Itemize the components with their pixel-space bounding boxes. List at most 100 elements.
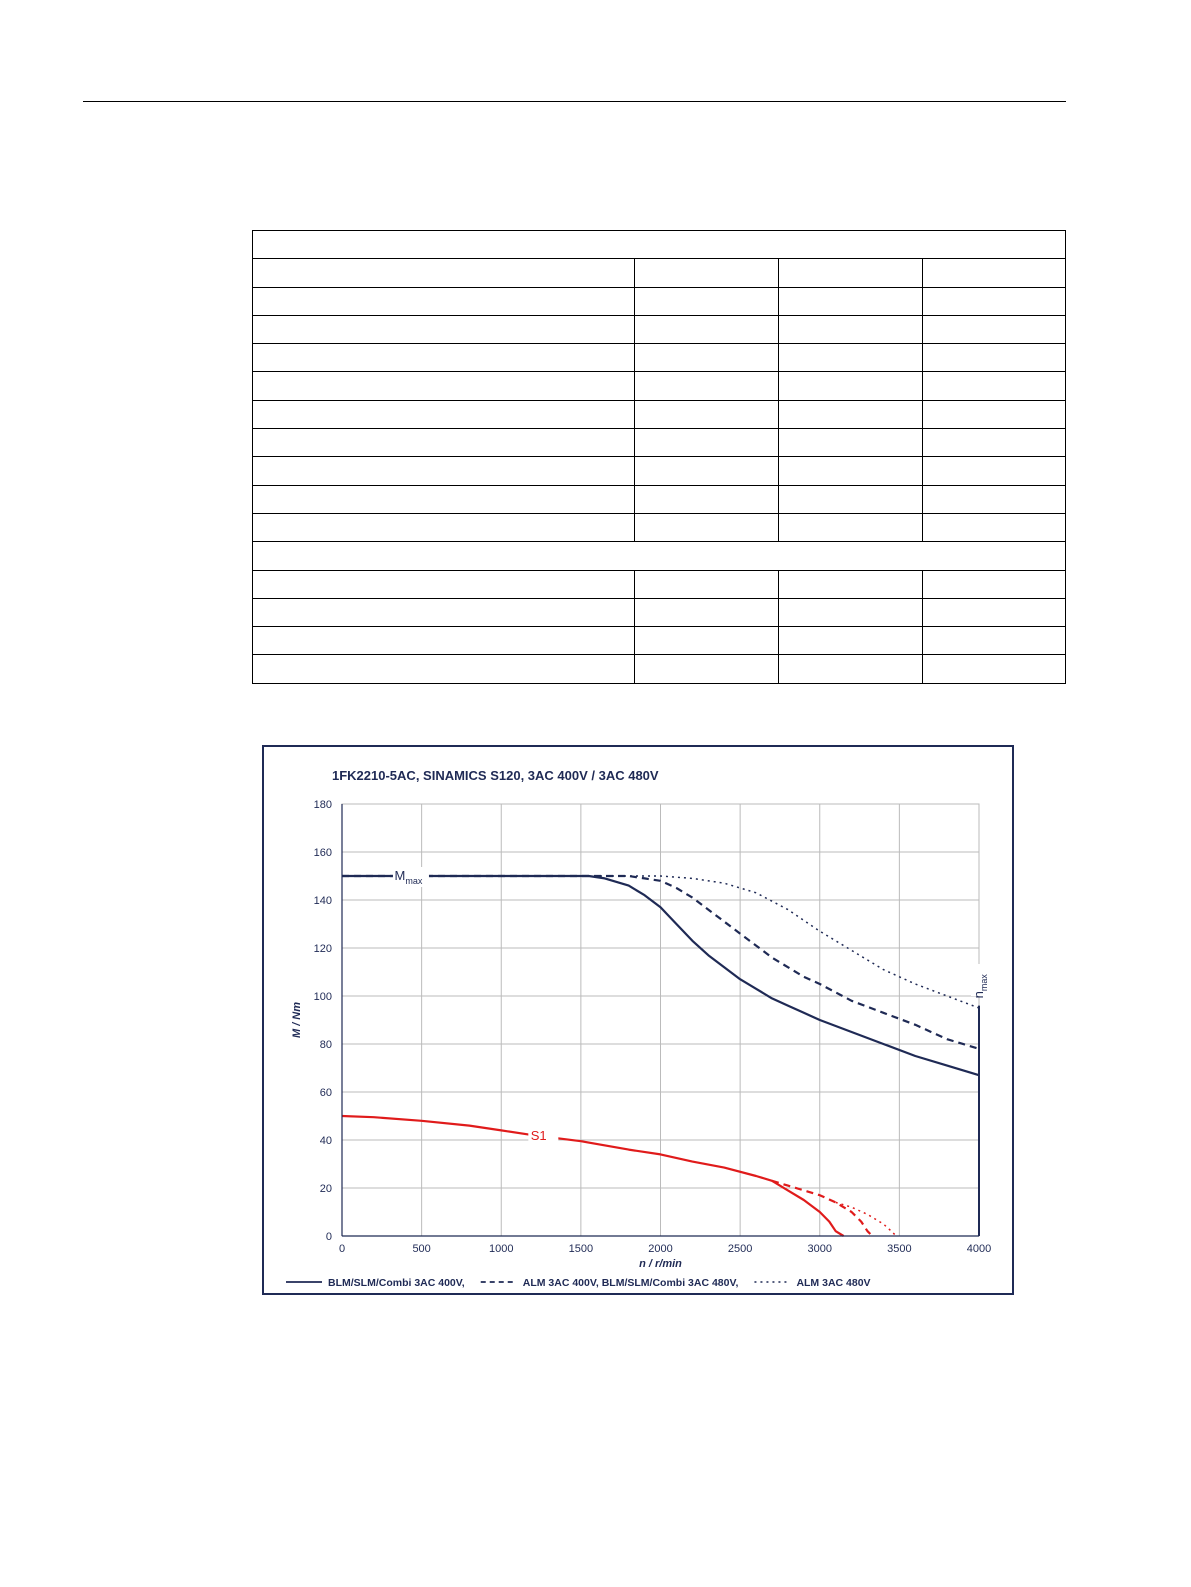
chart-grid	[341, 803, 980, 1237]
table-row	[252, 484, 1066, 514]
s1-label-bg	[528, 1126, 559, 1145]
s1-solid-curve	[341, 1114, 845, 1237]
table-cell	[922, 512, 1066, 543]
table-cell	[922, 343, 1066, 373]
table-cell	[922, 484, 1066, 514]
x-tick-label: 2000	[648, 1243, 672, 1255]
nmax-label: nmax	[971, 974, 989, 999]
x-tick-label: 4000	[967, 1243, 991, 1255]
y-tick-label: 0	[326, 1231, 332, 1243]
table-cell	[634, 258, 779, 288]
table-cell	[634, 484, 779, 514]
table-row	[252, 456, 1066, 486]
table-cell	[922, 428, 1066, 458]
table-cell	[252, 371, 635, 401]
chart-legend: BLM/SLM/Combi 3AC 400V, ALM 3AC 400V, BLM…	[286, 1277, 871, 1289]
y-tick-label: 100	[314, 991, 332, 1003]
spec-table	[252, 229, 1066, 684]
table-cell	[922, 399, 1066, 430]
y-tick-label: 140	[314, 895, 332, 907]
table-cell	[252, 569, 635, 599]
table-row	[252, 229, 1066, 260]
table-cell	[778, 258, 923, 288]
table-row	[252, 597, 1066, 628]
y-tick-label: 120	[314, 943, 332, 955]
table-cell	[252, 258, 635, 288]
table-row	[252, 626, 1066, 656]
s1-dotted-curve	[835, 1201, 897, 1237]
chart-axes: 0 500 1000 1500 2000 2500 3000 3500 4000 0 20 40 60 8…	[291, 799, 991, 1270]
table-cell	[252, 484, 635, 514]
table-cell	[634, 654, 779, 684]
x-tick-label: 0	[339, 1243, 345, 1255]
table-row	[252, 371, 1066, 401]
y-tick-label: 80	[320, 1039, 332, 1051]
x-tick-label: 500	[412, 1243, 430, 1255]
table-cell	[252, 512, 635, 543]
table-cell	[922, 314, 1066, 345]
table-row	[252, 314, 1066, 345]
y-tick-label: 20	[320, 1183, 332, 1195]
chart-frame: 1FK2210-5AC, SINAMICS S120, 3AC 400V / 3…	[262, 745, 1014, 1295]
table-row	[252, 286, 1066, 316]
table-cell	[252, 428, 635, 458]
table-cell	[252, 597, 635, 628]
table-cell	[778, 343, 923, 373]
table-cell	[252, 229, 1066, 260]
table-cell	[922, 569, 1066, 599]
table-cell	[634, 456, 779, 486]
table-cell	[922, 654, 1066, 684]
table-row	[252, 541, 1066, 571]
table-cell	[778, 399, 923, 430]
table-cell	[634, 286, 779, 316]
table-cell	[778, 626, 923, 656]
y-tick-label: 180	[314, 799, 332, 811]
table-cell	[634, 371, 779, 401]
y-tick-label: 40	[320, 1135, 332, 1147]
table-cell	[634, 343, 779, 373]
table-cell	[252, 314, 635, 345]
table-cell	[778, 286, 923, 316]
mmax-label-bg	[392, 867, 429, 887]
table-cell	[922, 371, 1066, 401]
y-tick-label: 60	[320, 1087, 332, 1099]
table-cell	[922, 258, 1066, 288]
x-tick-label: 1000	[489, 1243, 513, 1255]
table-cell	[252, 343, 635, 373]
table-row	[252, 428, 1066, 458]
table-cell	[778, 512, 923, 543]
table-cell	[778, 371, 923, 401]
table-cell	[778, 569, 923, 599]
table-cell	[634, 626, 779, 656]
legend-label: ALM 3AC 480V	[796, 1277, 870, 1289]
mmax-label: Mmax	[395, 868, 423, 886]
x-tick-label: 2500	[728, 1243, 752, 1255]
table-row	[252, 399, 1066, 430]
table-cell	[778, 456, 923, 486]
table-cell	[922, 286, 1066, 316]
table-cell	[252, 654, 635, 684]
table-cell	[252, 626, 635, 656]
torque-speed-chart: 1FK2210-5AC, SINAMICS S120, 3AC 400V / 3…	[286, 768, 991, 1289]
y-axis-label: M / Nm	[291, 1002, 303, 1038]
table-cell	[778, 597, 923, 628]
table-cell	[252, 399, 635, 430]
chart-title: 1FK2210-5AC, SINAMICS S120, 3AC 400V / 3…	[332, 768, 659, 783]
table-cell	[634, 428, 779, 458]
y-tick-label: 160	[314, 847, 332, 859]
table-cell	[634, 314, 779, 345]
table-row	[252, 512, 1066, 543]
chart-curves	[341, 874, 980, 1237]
table-cell	[778, 484, 923, 514]
header-rule	[83, 101, 1066, 102]
legend-label: BLM/SLM/Combi 3AC 400V,	[328, 1277, 465, 1289]
table-cell	[634, 399, 779, 430]
table-cell	[778, 428, 923, 458]
table-cell	[778, 314, 923, 345]
x-tick-label: 1500	[569, 1243, 593, 1255]
table-cell	[922, 597, 1066, 628]
x-tick-label: 3500	[887, 1243, 911, 1255]
table-row	[252, 343, 1066, 373]
table-cell	[922, 626, 1066, 656]
x-axis-label: n / r/min	[639, 1258, 682, 1270]
